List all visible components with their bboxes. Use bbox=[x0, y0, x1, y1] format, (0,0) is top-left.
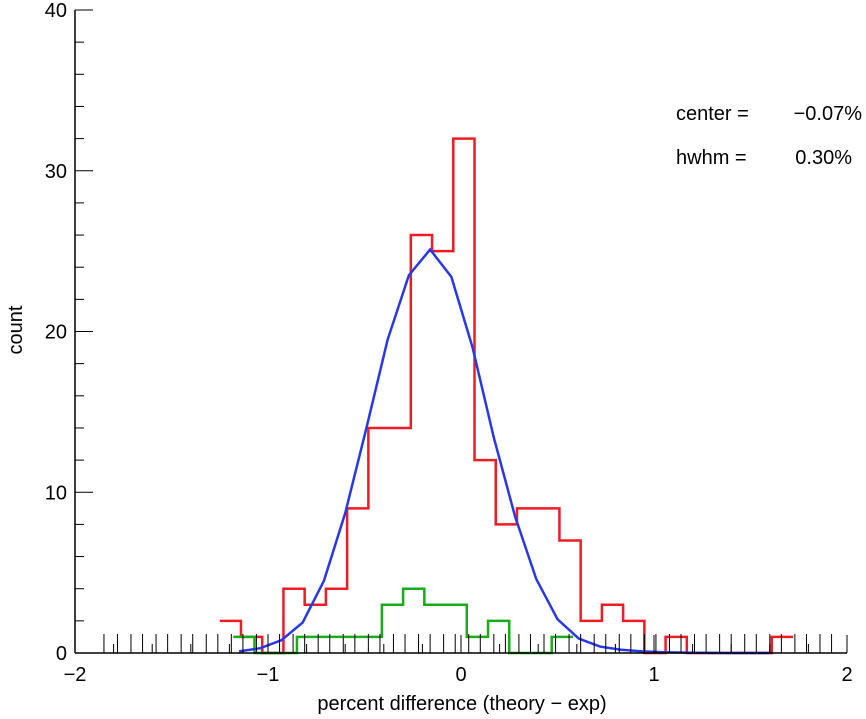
annotation-hwhm: hwhm = 0.30% bbox=[676, 147, 852, 169]
y-axis: 0 10 20 30 40 bbox=[45, 0, 93, 665]
x-tick-label: −2 bbox=[64, 664, 87, 686]
x-tick-label: −1 bbox=[257, 664, 280, 686]
x-axis: −2 −1 0 1 2 bbox=[64, 635, 853, 686]
x-tick-label: 0 bbox=[455, 664, 466, 686]
plot-area bbox=[219, 137, 793, 655]
rug-ticks bbox=[103, 634, 833, 653]
y-tick-label: 0 bbox=[56, 643, 67, 665]
annotation-center-value: −0.07% bbox=[794, 103, 863, 125]
series-2-fit-curve bbox=[238, 247, 770, 655]
annotation-hwhm-label: hwhm = bbox=[676, 147, 747, 169]
annotation-center: center = −0.07% bbox=[676, 103, 862, 125]
series-0-histogram bbox=[219, 137, 793, 655]
series-1-histogram bbox=[233, 587, 573, 655]
annotation-hwhm-value: 0.30% bbox=[795, 147, 852, 169]
x-tick-label: 1 bbox=[648, 664, 659, 686]
y-tick-label: 40 bbox=[45, 0, 67, 22]
y-axis-label: count bbox=[5, 305, 27, 354]
y-tick-label: 20 bbox=[45, 322, 67, 344]
x-tick-label: 2 bbox=[841, 664, 852, 686]
y-tick-label: 10 bbox=[45, 482, 67, 504]
x-axis-label: percent difference (theory − exp) bbox=[317, 693, 606, 715]
annotation-center-label: center = bbox=[676, 103, 749, 125]
y-tick-label: 30 bbox=[45, 161, 67, 183]
